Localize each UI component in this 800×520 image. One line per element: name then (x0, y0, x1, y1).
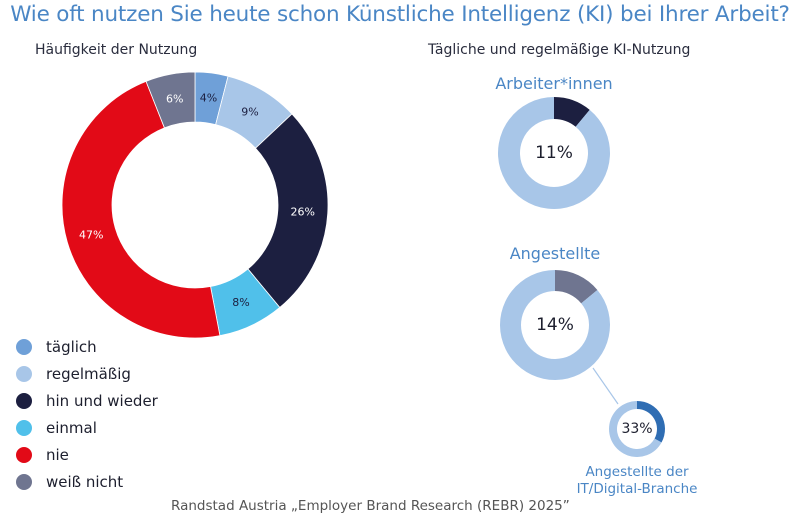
data-label-einmal: 8% (232, 296, 249, 309)
legend-swatch (16, 392, 32, 409)
center-value-label: 11% (535, 143, 573, 163)
slice-rest (498, 97, 610, 210)
donut-angestellte-title: Angestellte (509, 244, 601, 263)
legend-item-einmal: einmal (16, 414, 158, 441)
donut-it-branche: 33% (609, 401, 665, 458)
data-label-regelmaessig: 9% (241, 106, 258, 119)
center-value-label: 33% (621, 421, 652, 437)
slice-hin-und-wieder (247, 113, 329, 309)
legend-label: hin und wieder (46, 391, 158, 410)
donut-it-title-line-1: Angestellte der (585, 464, 689, 480)
legend-swatch (16, 473, 32, 490)
slice-highlight (554, 97, 590, 127)
legend-label: weiß nicht (46, 472, 124, 491)
data-label-nie: 47% (79, 229, 103, 242)
data-label-hin-und-wieder: 26% (291, 205, 315, 218)
legend-item-weiss-nicht: weiß nicht (16, 468, 158, 495)
donut-angestellte: 14% (500, 270, 610, 380)
donut-it-title-line-2: IT/Digital-Branche (576, 481, 698, 497)
slice-rest (609, 401, 662, 458)
legend-swatch (16, 446, 32, 463)
legend-swatch (16, 338, 32, 355)
slice-nie (61, 80, 221, 339)
donut-arbeiter-title: Arbeiter*innen (495, 74, 613, 93)
connector-line (592, 367, 619, 405)
slice-highlight (555, 270, 598, 304)
slice-rest (500, 270, 610, 380)
legend-item-regelmaessig: regelmäßig (16, 360, 158, 387)
slice-weiss-nicht (145, 71, 196, 129)
legend-item-taeglich: täglich (16, 333, 158, 360)
legend-swatch (16, 365, 32, 382)
donut-it-title: Angestellte der IT/Digital-Branche (537, 464, 737, 498)
legend: täglich regelmäßig hin und wieder einmal… (16, 333, 158, 495)
legend-label: nie (46, 445, 69, 464)
legend-label: täglich (46, 337, 97, 356)
slice-highlight (637, 401, 665, 443)
center-value-label: 14% (536, 315, 574, 335)
main-donut-title: Häufigkeit der Nutzung (35, 42, 198, 58)
legend-swatch (16, 419, 32, 436)
small-donuts-group-title: Tägliche und regelmäßige KI-Nutzung (428, 42, 691, 58)
data-label-taeglich: 4% (200, 91, 217, 104)
data-label-weiss-nicht: 6% (166, 92, 183, 105)
legend-label: regelmäßig (46, 364, 131, 383)
source-note: Randstad Austria „Employer Brand Researc… (171, 498, 570, 514)
main-donut: 4% 9% 26% 8% 47% 6% (61, 71, 329, 339)
donut-arbeiter: 11% (498, 97, 610, 210)
chart-title: Wie oft nutzen Sie heute schon Künstlich… (10, 2, 790, 27)
legend-label: einmal (46, 418, 97, 437)
legend-item-hin-und-wieder: hin und wieder (16, 387, 158, 414)
legend-item-nie: nie (16, 441, 158, 468)
